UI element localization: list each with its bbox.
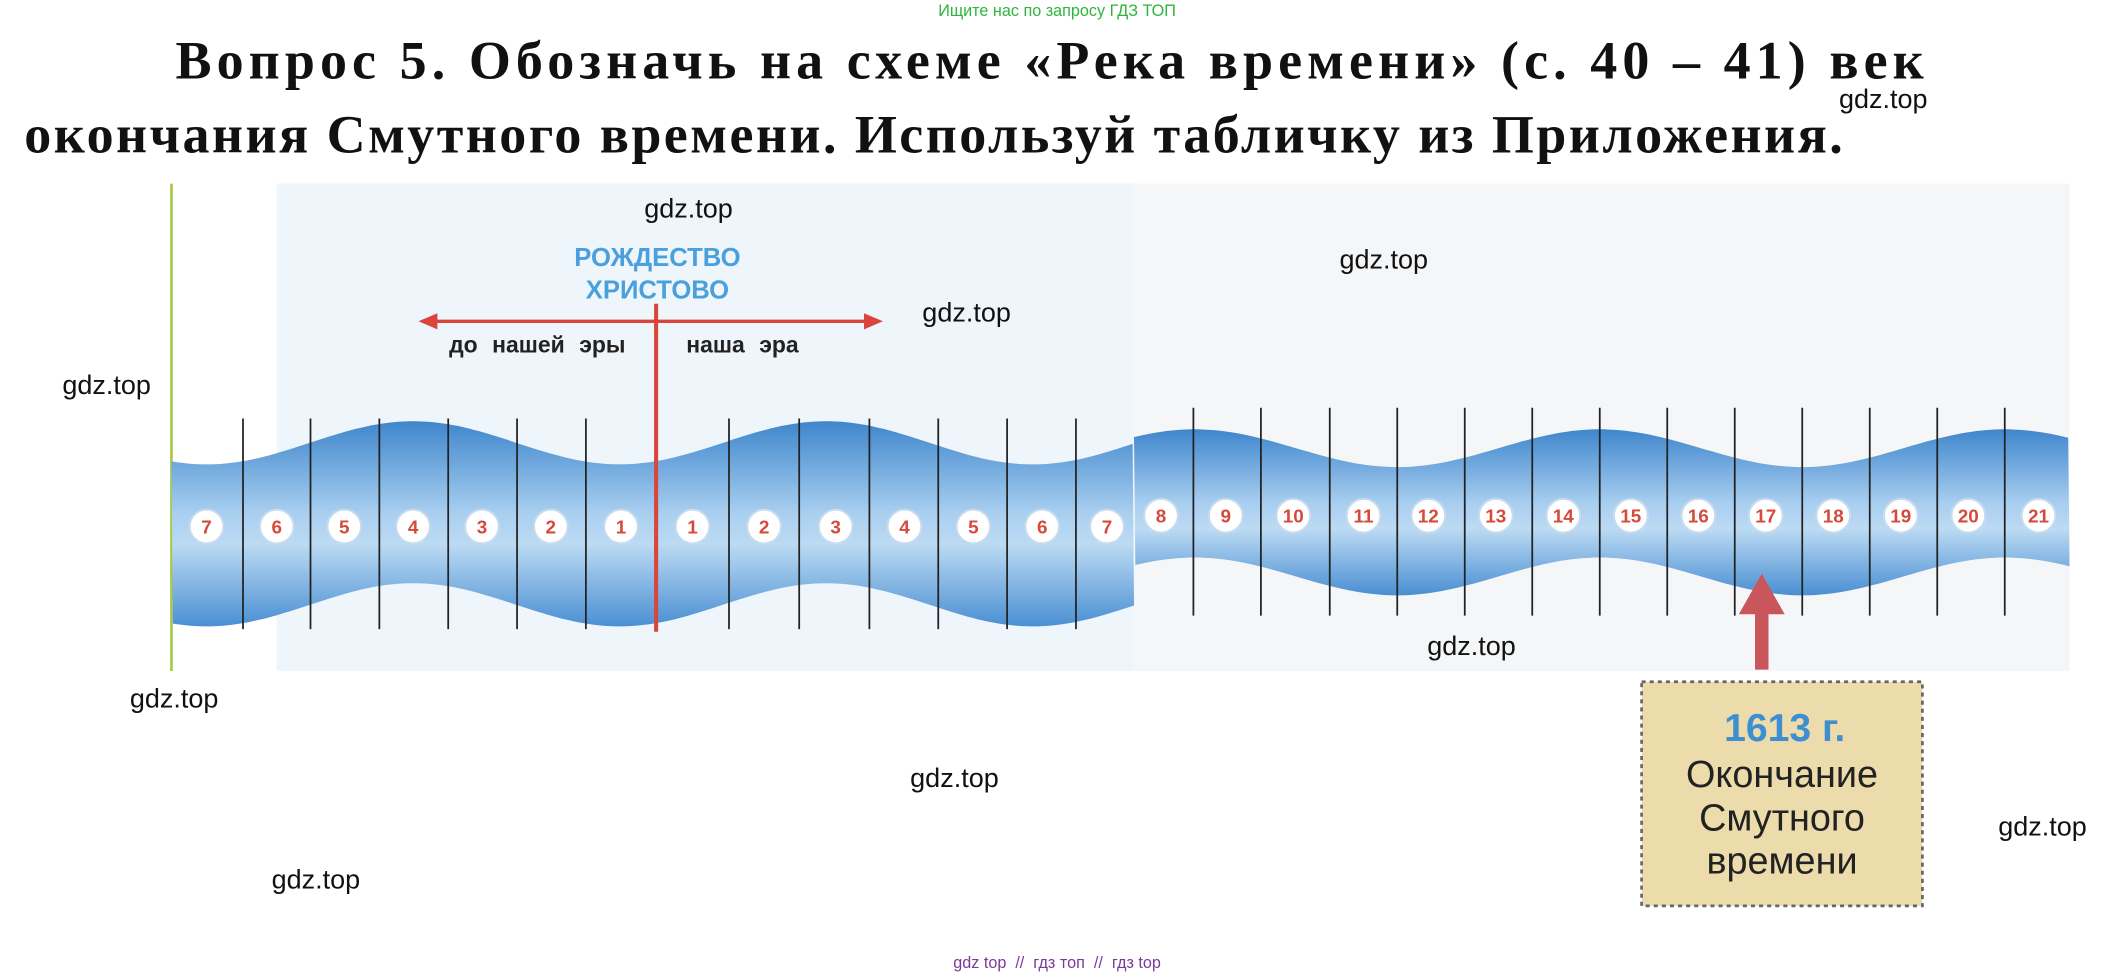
- callout-text: Смутного: [1699, 797, 1865, 839]
- callout-text: времени: [1706, 840, 1857, 882]
- century-circle: [817, 508, 854, 545]
- question-line: Вопрос 5. Обозначь на схеме «Река времен…: [176, 30, 1925, 90]
- century-number: 7: [1102, 517, 1113, 538]
- century-number: 7: [201, 517, 212, 538]
- footer: gdz top // гдз топ // гдз top: [953, 954, 1161, 972]
- era-label: до нашей эры: [449, 331, 625, 357]
- watermark: gdz.top: [922, 297, 1011, 327]
- watermark: gdz.top: [1998, 812, 2087, 842]
- century-circle: [603, 508, 639, 545]
- century-number: 4: [408, 517, 419, 538]
- century-number: 3: [477, 517, 488, 538]
- century-circle: [1089, 508, 1125, 545]
- river-band: [171, 421, 1135, 627]
- century-circle: [1747, 497, 1784, 534]
- century-circle: [532, 508, 569, 545]
- river: [171, 407, 2070, 630]
- watermark: gdz.top: [272, 864, 361, 894]
- watermark: gdz.top: [1339, 245, 1428, 275]
- watermark: gdz.top: [130, 683, 219, 713]
- century-circle: [1477, 497, 1514, 534]
- century-circle: [395, 508, 431, 545]
- century-number: 6: [271, 517, 282, 538]
- century-number: 2: [546, 517, 557, 538]
- century-number: 14: [1553, 506, 1575, 527]
- century-number: 1: [616, 517, 627, 538]
- century-circle: [1345, 497, 1382, 534]
- callout-box: [1640, 680, 1924, 908]
- century-circle: [746, 508, 782, 545]
- river-band: [1134, 429, 2070, 596]
- pointer-arrow: [1738, 573, 1785, 670]
- birth-label: РОЖДЕСТВО: [574, 244, 740, 272]
- century-circle: [464, 508, 500, 545]
- century-circle: [258, 508, 295, 545]
- century-number: 15: [1620, 506, 1641, 527]
- watermark: gdz.top: [62, 370, 151, 400]
- century-circle: [886, 508, 923, 545]
- century-circle: [1275, 497, 1312, 534]
- century-circle: [1410, 497, 1447, 534]
- century-circle: [1143, 497, 1179, 534]
- century-number: 21: [2028, 506, 2049, 527]
- century-circle: [1882, 497, 1919, 534]
- century-circle: [674, 508, 711, 545]
- century-circle: [1680, 497, 1717, 534]
- century-number: 5: [339, 517, 350, 538]
- century-circle: [1612, 497, 1649, 534]
- century-circle: [2020, 497, 2057, 534]
- century-circle: [188, 508, 225, 545]
- century-number: 12: [1418, 506, 1439, 527]
- century-number: 11: [1354, 506, 1374, 527]
- notice: Ищите нас по запросу ГДЗ ТОП: [938, 2, 1176, 20]
- century-circle: [1815, 497, 1852, 534]
- century-circle: [326, 508, 363, 545]
- birth-label: ХРИСТОВО: [586, 276, 729, 304]
- page-right-bg: [1134, 183, 2070, 671]
- century-number: 18: [1823, 506, 1844, 527]
- century-number: 6: [1037, 517, 1048, 538]
- century-number: 3: [830, 517, 841, 538]
- century-number: 10: [1283, 506, 1304, 527]
- watermark: gdz.top: [910, 763, 999, 793]
- century-circle: [1024, 508, 1061, 545]
- century-number: 1: [687, 517, 698, 538]
- century-number: 13: [1485, 506, 1506, 527]
- callout-year: 1613 г.: [1724, 707, 1845, 750]
- watermark: gdz.top: [1839, 84, 1928, 114]
- century-circle: [1545, 497, 1582, 534]
- century-circle: [1207, 497, 1244, 534]
- watermark: gdz.top: [644, 193, 733, 223]
- century-number: 2: [759, 517, 770, 538]
- watermark: gdz.top: [1427, 631, 1516, 661]
- century-circle: [955, 508, 992, 545]
- century-number: 4: [899, 517, 910, 538]
- callout-text: Окончание: [1686, 754, 1878, 796]
- century-number: 5: [968, 517, 979, 538]
- century-circle: [1950, 497, 1987, 534]
- era-label: наша эра: [686, 331, 799, 357]
- century-number: 17: [1755, 506, 1776, 527]
- century-number: 19: [1890, 506, 1911, 527]
- century-number: 9: [1221, 506, 1232, 527]
- century-number: 20: [1958, 506, 1979, 527]
- century-number: 16: [1688, 506, 1709, 527]
- question-line: окончания Смутного времени. Используй та…: [24, 105, 1842, 165]
- century-number: 8: [1156, 506, 1167, 527]
